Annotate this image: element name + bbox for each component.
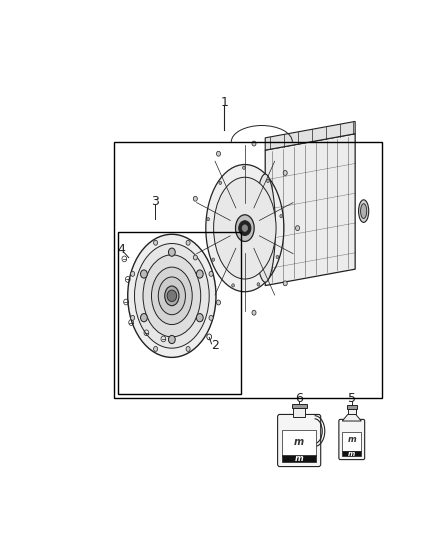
Polygon shape: [265, 122, 355, 150]
Circle shape: [193, 255, 198, 260]
Bar: [283, 430, 316, 456]
Ellipse shape: [214, 177, 276, 279]
Bar: [283, 455, 316, 462]
FancyBboxPatch shape: [278, 415, 321, 466]
Circle shape: [196, 313, 203, 322]
Circle shape: [131, 316, 135, 320]
Text: 2: 2: [212, 339, 219, 352]
Ellipse shape: [152, 267, 192, 325]
Circle shape: [252, 310, 256, 315]
Text: m: m: [295, 454, 304, 463]
Circle shape: [207, 217, 209, 221]
Circle shape: [167, 290, 177, 302]
Bar: [293, 408, 305, 417]
Circle shape: [154, 346, 158, 351]
Circle shape: [186, 240, 190, 245]
Polygon shape: [265, 134, 355, 286]
Circle shape: [296, 225, 300, 231]
Bar: [342, 450, 361, 456]
Text: 3: 3: [151, 195, 159, 208]
Circle shape: [280, 214, 283, 218]
Ellipse shape: [143, 255, 201, 337]
Circle shape: [131, 271, 135, 276]
Text: 1: 1: [221, 96, 228, 109]
Text: 5: 5: [348, 392, 356, 405]
Circle shape: [209, 271, 213, 276]
Ellipse shape: [359, 200, 369, 222]
Ellipse shape: [360, 204, 367, 219]
Circle shape: [252, 141, 256, 146]
Circle shape: [283, 281, 287, 286]
FancyBboxPatch shape: [339, 419, 365, 459]
Ellipse shape: [165, 286, 179, 306]
Bar: [342, 432, 361, 451]
Circle shape: [212, 258, 215, 261]
Circle shape: [193, 196, 198, 201]
Text: 4: 4: [117, 243, 125, 256]
Circle shape: [196, 270, 203, 278]
Circle shape: [169, 335, 175, 344]
Bar: [348, 408, 356, 415]
Bar: [117, 232, 241, 394]
Circle shape: [169, 248, 175, 256]
Circle shape: [239, 221, 251, 236]
Circle shape: [257, 282, 260, 286]
Bar: [292, 404, 307, 408]
Text: m: m: [347, 434, 356, 443]
Circle shape: [209, 316, 213, 320]
Circle shape: [141, 313, 147, 322]
Circle shape: [267, 179, 269, 182]
Bar: [114, 142, 382, 399]
Circle shape: [186, 346, 190, 351]
Ellipse shape: [236, 215, 254, 241]
Ellipse shape: [134, 244, 209, 348]
Circle shape: [154, 240, 158, 245]
Ellipse shape: [128, 235, 216, 358]
Text: m: m: [294, 437, 304, 447]
Ellipse shape: [206, 165, 284, 292]
Circle shape: [216, 300, 220, 305]
Circle shape: [232, 284, 234, 287]
Bar: [347, 406, 357, 409]
Ellipse shape: [255, 174, 276, 282]
Circle shape: [283, 171, 287, 175]
Text: m: m: [348, 451, 355, 457]
Circle shape: [219, 181, 222, 184]
Circle shape: [243, 166, 245, 169]
Circle shape: [276, 255, 279, 259]
Ellipse shape: [158, 277, 185, 314]
Circle shape: [216, 151, 220, 156]
Polygon shape: [342, 415, 361, 421]
Text: 6: 6: [295, 392, 303, 405]
Circle shape: [141, 270, 147, 278]
Circle shape: [242, 225, 247, 231]
